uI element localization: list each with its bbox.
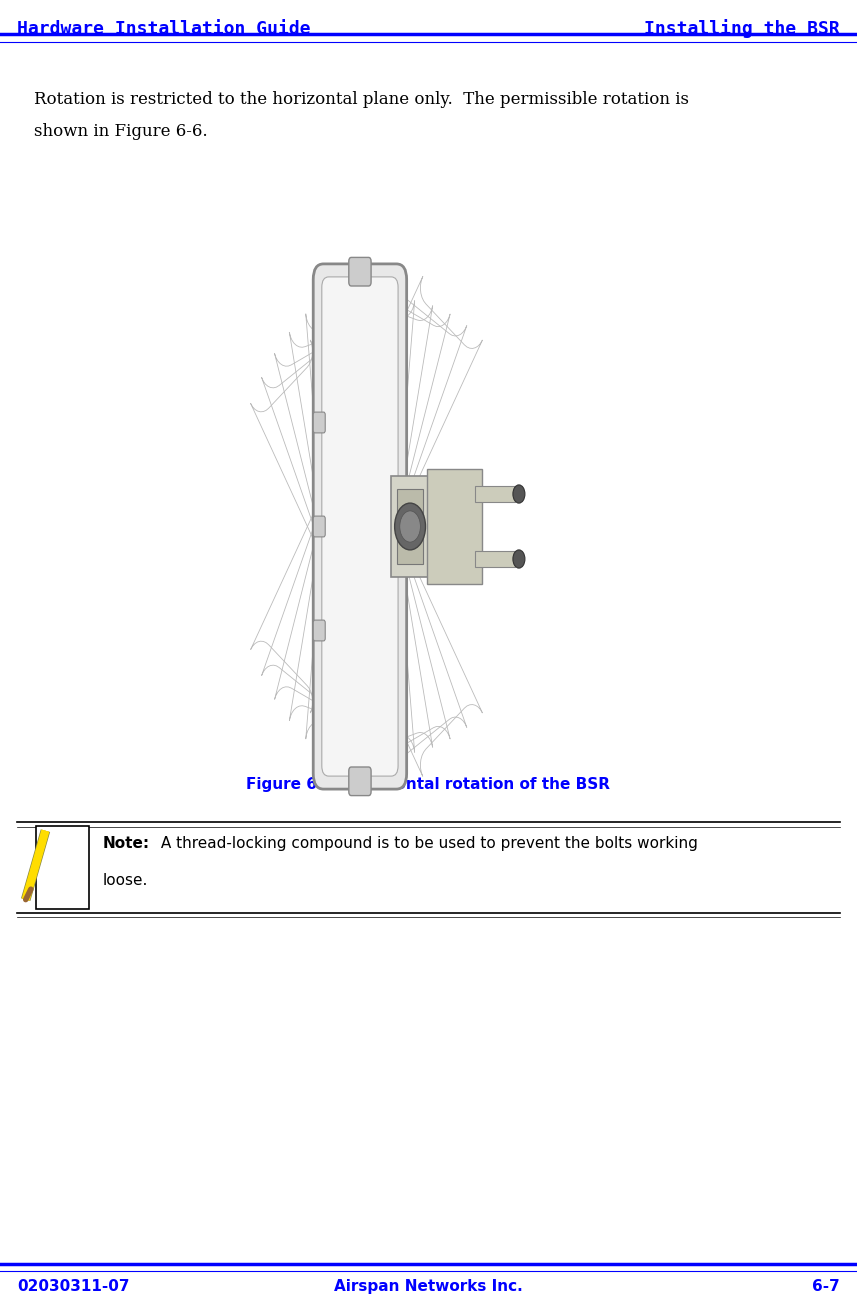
FancyBboxPatch shape bbox=[397, 489, 423, 564]
Text: Note:: Note: bbox=[103, 836, 150, 852]
Text: 6-7: 6-7 bbox=[812, 1279, 840, 1295]
FancyBboxPatch shape bbox=[313, 516, 325, 537]
Circle shape bbox=[512, 550, 524, 568]
FancyBboxPatch shape bbox=[313, 620, 325, 641]
FancyBboxPatch shape bbox=[321, 277, 398, 776]
Text: A thread-locking compound is to be used to prevent the bolts working: A thread-locking compound is to be used … bbox=[156, 836, 698, 852]
Text: 02030311-07: 02030311-07 bbox=[17, 1279, 129, 1295]
Text: Installing the BSR: Installing the BSR bbox=[644, 20, 840, 39]
Circle shape bbox=[512, 485, 524, 503]
Text: Figure 6-6:  Horizontal rotation of the BSR: Figure 6-6: Horizontal rotation of the B… bbox=[247, 777, 610, 793]
FancyBboxPatch shape bbox=[313, 412, 325, 433]
FancyBboxPatch shape bbox=[349, 257, 371, 286]
FancyBboxPatch shape bbox=[427, 469, 482, 584]
Text: loose.: loose. bbox=[103, 872, 148, 888]
Text: Hardware Installation Guide: Hardware Installation Guide bbox=[17, 20, 311, 38]
Circle shape bbox=[399, 511, 420, 542]
FancyBboxPatch shape bbox=[475, 551, 515, 567]
FancyBboxPatch shape bbox=[391, 476, 434, 577]
FancyBboxPatch shape bbox=[475, 486, 515, 502]
Text: shown in Figure 6-6.: shown in Figure 6-6. bbox=[34, 124, 208, 140]
FancyBboxPatch shape bbox=[313, 264, 406, 789]
Circle shape bbox=[394, 503, 425, 550]
FancyBboxPatch shape bbox=[36, 826, 89, 909]
Text: Airspan Networks Inc.: Airspan Networks Inc. bbox=[334, 1279, 523, 1295]
FancyBboxPatch shape bbox=[349, 767, 371, 796]
Text: Rotation is restricted to the horizontal plane only.  The permissible rotation i: Rotation is restricted to the horizontal… bbox=[34, 91, 689, 108]
